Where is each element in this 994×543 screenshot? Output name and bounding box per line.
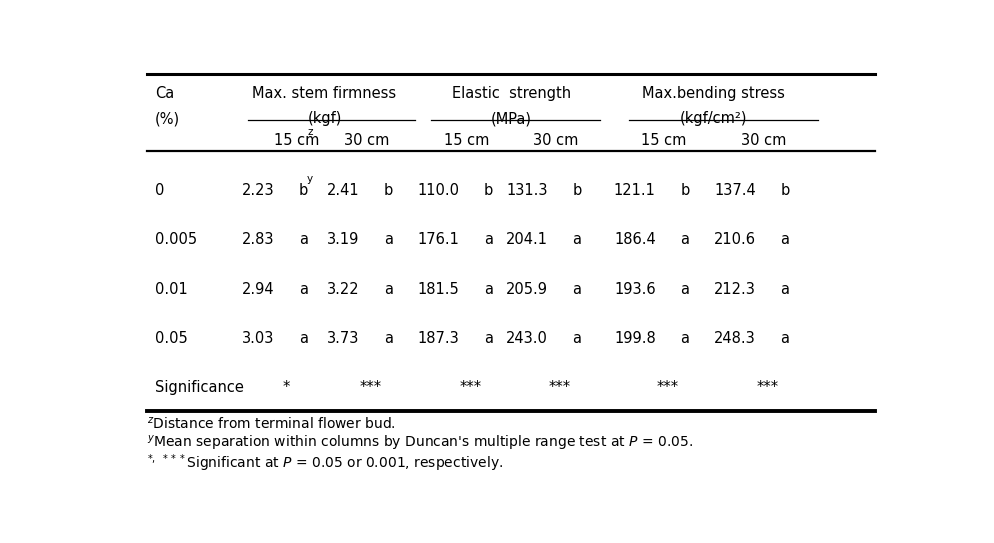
Text: 243.0: 243.0 <box>506 331 548 346</box>
Text: a: a <box>484 282 493 297</box>
Text: ***: *** <box>549 381 571 395</box>
Text: a: a <box>573 232 581 248</box>
Text: b: b <box>484 183 493 198</box>
Text: 212.3: 212.3 <box>714 282 756 297</box>
Text: 3.19: 3.19 <box>327 232 359 248</box>
Text: 121.1: 121.1 <box>614 183 656 198</box>
Text: 15 cm: 15 cm <box>274 133 320 148</box>
Text: a: a <box>384 282 393 297</box>
Text: 110.0: 110.0 <box>417 183 459 198</box>
Text: ***: *** <box>360 381 382 395</box>
Text: 204.1: 204.1 <box>506 232 548 248</box>
Text: 30 cm: 30 cm <box>344 133 390 148</box>
Text: 3.03: 3.03 <box>243 331 274 346</box>
Text: 30 cm: 30 cm <box>741 133 786 148</box>
Text: 2.94: 2.94 <box>242 282 274 297</box>
Text: a: a <box>484 232 493 248</box>
Text: 181.5: 181.5 <box>417 282 459 297</box>
Text: (MPa): (MPa) <box>491 111 532 126</box>
Text: $^{*,\ ***}$Significant at $\mathit{P}$ = 0.05 or 0.001, respectively.: $^{*,\ ***}$Significant at $\mathit{P}$ … <box>147 452 504 474</box>
Text: z: z <box>307 128 313 137</box>
Text: $^z$Distance from terminal flower bud.: $^z$Distance from terminal flower bud. <box>147 416 397 432</box>
Text: b: b <box>384 183 393 198</box>
Text: a: a <box>780 282 789 297</box>
Text: b: b <box>299 183 308 198</box>
Text: 137.4: 137.4 <box>714 183 756 198</box>
Text: a: a <box>681 282 690 297</box>
Text: a: a <box>299 331 308 346</box>
Text: a: a <box>384 331 393 346</box>
Text: b: b <box>681 183 690 198</box>
Text: Max. stem firmness: Max. stem firmness <box>252 86 397 101</box>
Text: 3.73: 3.73 <box>327 331 359 346</box>
Text: 199.8: 199.8 <box>614 331 656 346</box>
Text: 0.01: 0.01 <box>155 282 188 297</box>
Text: *: * <box>282 381 289 395</box>
Text: 15 cm: 15 cm <box>444 133 490 148</box>
Text: 2.41: 2.41 <box>327 183 359 198</box>
Text: $^y$Mean separation within columns by Duncan's multiple range test at $\mathit{P: $^y$Mean separation within columns by Du… <box>147 434 694 453</box>
Text: 210.6: 210.6 <box>714 232 756 248</box>
Text: 30 cm: 30 cm <box>533 133 579 148</box>
Text: 0.05: 0.05 <box>155 331 188 346</box>
Text: 176.1: 176.1 <box>417 232 459 248</box>
Text: 193.6: 193.6 <box>614 282 656 297</box>
Text: 15 cm: 15 cm <box>641 133 686 148</box>
Text: 0.005: 0.005 <box>155 232 197 248</box>
Text: a: a <box>681 232 690 248</box>
Text: b: b <box>780 183 790 198</box>
Text: Significance: Significance <box>155 381 244 395</box>
Text: 248.3: 248.3 <box>714 331 756 346</box>
Text: ***: *** <box>460 381 482 395</box>
Text: a: a <box>780 331 789 346</box>
Text: a: a <box>573 331 581 346</box>
Text: 131.3: 131.3 <box>506 183 548 198</box>
Text: b: b <box>573 183 581 198</box>
Text: Ca: Ca <box>155 86 174 101</box>
Text: a: a <box>573 282 581 297</box>
Text: a: a <box>681 331 690 346</box>
Text: y: y <box>307 174 313 184</box>
Text: (%): (%) <box>155 111 180 126</box>
Text: Max.bending stress: Max.bending stress <box>642 86 785 101</box>
Text: 186.4: 186.4 <box>614 232 656 248</box>
Text: Elastic  strength: Elastic strength <box>452 86 571 101</box>
Text: a: a <box>299 282 308 297</box>
Text: 2.83: 2.83 <box>242 232 274 248</box>
Text: 0: 0 <box>155 183 164 198</box>
Text: (kgf): (kgf) <box>307 111 342 126</box>
Text: a: a <box>299 232 308 248</box>
Text: ***: *** <box>756 381 778 395</box>
Text: (kgf/cm²): (kgf/cm²) <box>680 111 747 126</box>
Text: 205.9: 205.9 <box>506 282 548 297</box>
Text: 3.22: 3.22 <box>327 282 359 297</box>
Text: 2.23: 2.23 <box>242 183 274 198</box>
Text: ***: *** <box>656 381 679 395</box>
Text: a: a <box>384 232 393 248</box>
Text: a: a <box>484 331 493 346</box>
Text: a: a <box>780 232 789 248</box>
Text: 187.3: 187.3 <box>417 331 459 346</box>
